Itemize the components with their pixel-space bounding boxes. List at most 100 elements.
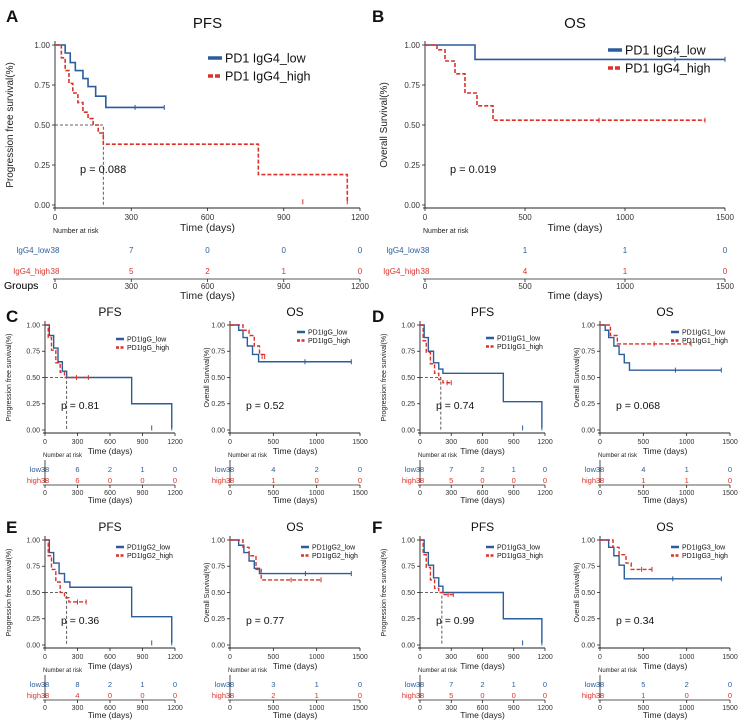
risk-row-label: high	[27, 476, 41, 485]
p-value: p = 0.81	[61, 400, 99, 412]
risk-count: 38	[416, 465, 424, 474]
risk-count: 2	[108, 465, 112, 474]
x-tick-label: 300	[72, 654, 84, 661]
risk-count: 38	[416, 680, 424, 689]
risk-x-axis-label: Time (days)	[273, 710, 318, 720]
risk-x-tick-label: 0	[43, 705, 47, 712]
risk-count: 1	[512, 465, 516, 474]
x-tick-label: 1000	[616, 213, 634, 222]
plot-title: OS	[656, 520, 673, 534]
risk-x-tick-label: 1000	[309, 490, 325, 497]
risk-count: 1	[512, 680, 516, 689]
risk-x-tick-label: 1500	[352, 490, 368, 497]
risk-x-axis-label: Time (days)	[460, 710, 505, 720]
risk-count: 38	[596, 476, 604, 485]
risk-count: 0	[108, 691, 112, 700]
risk-row-label: low	[405, 465, 417, 474]
risk-x-tick-label: 0	[418, 490, 422, 497]
risk-count: 0	[728, 691, 732, 700]
x-tick-label: 1200	[537, 654, 553, 661]
risk-count: 0	[728, 680, 732, 689]
km-curve-low	[45, 539, 173, 643]
km-plot-C2: OS0.000.250.500.751.000 500 1000 1500Overal…	[204, 305, 368, 505]
risk-count: 38	[421, 246, 430, 255]
x-tick-label: 1000	[679, 439, 695, 446]
y-tick-label: 0.75	[211, 349, 225, 356]
x-tick-label: 500	[518, 213, 532, 222]
y-tick-label: 0.25	[404, 161, 420, 170]
risk-row-label: IgG4_low	[16, 246, 50, 255]
risk-x-axis-label: Time (days)	[88, 495, 133, 505]
risk-count: 38	[41, 465, 49, 474]
risk-count: 38	[41, 476, 49, 485]
x-tick-label: 900	[137, 439, 149, 446]
risk-count: 0	[140, 691, 144, 700]
risk-x-tick-label: 0	[43, 490, 47, 497]
risk-x-tick-label: 1200	[351, 282, 369, 291]
risk-count: 5	[129, 267, 134, 276]
legend-label: PD1 IgG4_low	[225, 52, 307, 66]
x-tick-label: 0	[418, 439, 422, 446]
y-tick-label: 0.25	[401, 401, 415, 408]
legend-label: PD1IgG2_low	[312, 545, 356, 552]
y-tick-label: 1.00	[401, 322, 415, 329]
legend-label: PD1 IgG4_low	[625, 44, 707, 58]
risk-count: 7	[449, 465, 453, 474]
x-tick-label: 500	[637, 654, 649, 661]
x-tick-label: 500	[637, 439, 649, 446]
risk-count: 4	[75, 691, 79, 700]
km-curve-low	[420, 324, 543, 428]
x-tick-label: 0	[423, 213, 428, 222]
km-curve-low	[425, 44, 725, 61]
risk-x-tick-label: 0	[598, 705, 602, 712]
risk-x-axis-label: Time (days)	[643, 710, 688, 720]
risk-count: 1	[623, 267, 628, 276]
km-plot-E2: OS0.000.250.500.751.000 500 1000 1500Overal…	[204, 520, 368, 720]
x-tick-label: 500	[267, 654, 279, 661]
x-tick-label: 600	[477, 439, 489, 446]
km-curve-high	[45, 324, 89, 379]
y-axis-label: Progression free survival(%)	[6, 549, 13, 637]
km-curve-high	[600, 539, 652, 571]
p-value: p = 0.088	[80, 164, 126, 176]
risk-x-tick-label: 900	[277, 282, 291, 291]
risk-count: 0	[728, 465, 732, 474]
risk-count: 38	[226, 691, 234, 700]
y-tick-label: 0.00	[581, 427, 595, 434]
x-tick-label: 1500	[352, 654, 368, 661]
risk-x-tick-label: 0	[423, 282, 428, 291]
risk-count: 0	[543, 476, 547, 485]
y-axis-label: Overall Survival(%)	[379, 82, 390, 168]
y-tick-label: 0.50	[401, 375, 415, 382]
risk-x-tick-label: 900	[508, 705, 520, 712]
x-tick-label: 600	[477, 654, 489, 661]
panel-letter: E	[6, 518, 17, 537]
plot-title: OS	[286, 305, 303, 319]
risk-count: 38	[416, 476, 424, 485]
risk-x-axis-label: Time (days)	[273, 495, 318, 505]
risk-count: 0	[543, 465, 547, 474]
risk-count: 4	[271, 465, 275, 474]
p-value: p = 0.019	[450, 164, 496, 176]
risk-count: 2	[685, 680, 689, 689]
risk-count: 38	[226, 476, 234, 485]
y-tick-label: 1.00	[211, 537, 225, 544]
y-tick-label: 0.25	[211, 616, 225, 623]
risk-count: 0	[358, 680, 362, 689]
risk-row-label: high	[402, 691, 416, 700]
panel-letter: C	[6, 307, 18, 326]
km-curve-low	[420, 539, 543, 643]
x-tick-label: 1200	[351, 213, 369, 222]
x-tick-label: 1200	[167, 654, 183, 661]
risk-row-label: high	[212, 476, 226, 485]
legend-label: PD1IgG2_low	[127, 545, 171, 552]
risk-x-tick-label: 500	[637, 490, 649, 497]
risk-count: 38	[421, 267, 430, 276]
x-axis-label: Time (days)	[180, 222, 235, 234]
risk-count: 2	[480, 680, 484, 689]
x-tick-label: 500	[267, 439, 279, 446]
y-tick-label: 0.50	[401, 590, 415, 597]
y-tick-label: 0.25	[581, 401, 595, 408]
risk-x-tick-label: 1000	[616, 282, 634, 291]
risk-x-tick-label: 1200	[537, 490, 553, 497]
